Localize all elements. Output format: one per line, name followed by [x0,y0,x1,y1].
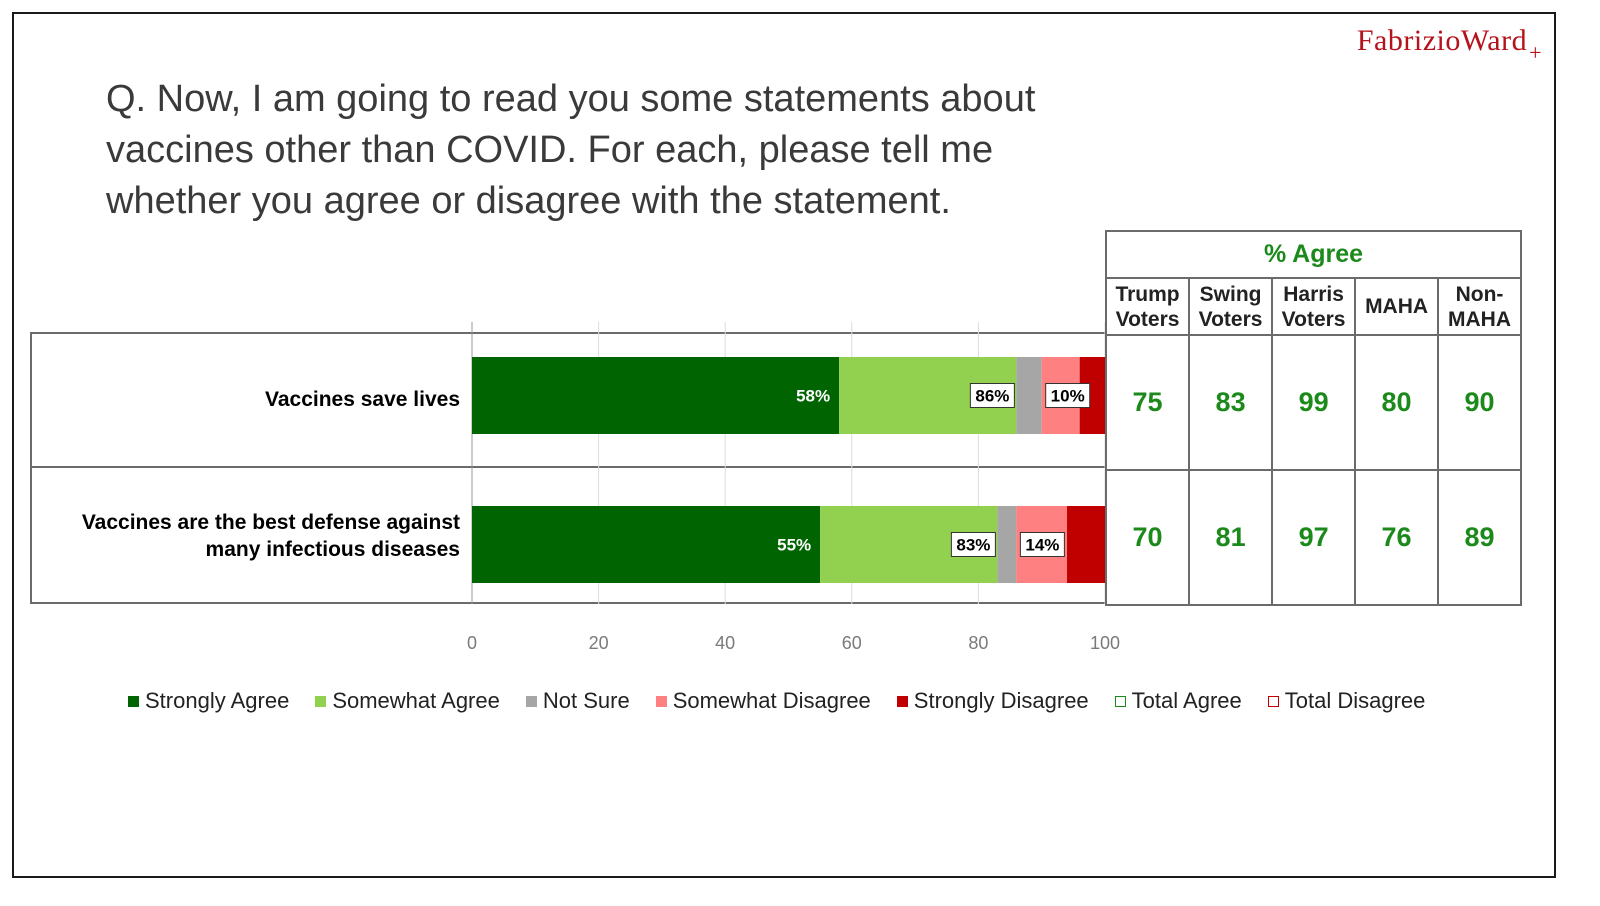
total-disagree-label-1: 14% [1025,536,1059,555]
legend-item-total-disagree: Total Disagree [1267,688,1426,714]
x-tick-label-20: 20 [589,633,609,653]
legend-item-total-agree: Total Agree [1114,688,1242,714]
total-agree-box-1 [950,532,996,557]
total-disagree-box-1 [1019,532,1065,557]
agree-cell-1-3: 76 [1354,469,1440,606]
agree-table: % Agree Trump Voters Swing Voters Harris Vo… [1104,230,1522,606]
x-tick-label-60: 60 [842,633,862,653]
col-head-swing-voters: Swing Voters [1188,277,1274,336]
agree-cell-1-0: 70 [1104,469,1191,606]
row-label-1-line-1: many infectious diseases [205,538,460,561]
chart-legend: Strongly Agree Somewhat Agree Not Sure S… [128,688,1425,714]
agree-cell-0-0: 75 [1104,334,1191,471]
legend-label: Total Disagree [1284,688,1426,713]
legend-swatch-total-agree [1114,695,1126,707]
row-label-0-line-0: Vaccines save lives [265,388,460,411]
x-tick-label-0: 0 [467,633,477,653]
col-head-non-maha: Non- MAHA [1437,277,1522,336]
bar-strongly-disagree-1 [1067,506,1105,583]
col-head-trump-voters: Trump Voters [1104,277,1191,336]
logo-text: FabrizioWard [1356,24,1528,57]
agree-cell-1-2: 97 [1271,469,1357,606]
legend-item-strongly-agree: Strongly Agree [128,688,289,714]
legend-swatch-not-sure [525,695,537,707]
total-agree-label-1: 83% [956,536,990,555]
total-agree-label-0: 86% [975,387,1009,406]
legend-swatch-strongly-agree [128,695,139,707]
agree-cell-1-1: 81 [1188,469,1274,606]
x-tick-label-80: 80 [968,633,988,653]
legend-label: Somewhat Agree [332,688,500,713]
legend-swatch-strongly-disagree [896,695,908,707]
legend-swatch-total-disagree [1267,695,1279,707]
agree-table-title: % Agree [1105,230,1522,279]
legend-label: Somewhat Disagree [672,688,871,713]
total-agree-box-0 [969,383,1015,408]
row-label-0: Vaccines save lives [265,386,460,413]
bar-not-sure-1 [997,506,1017,583]
legend-swatch-somewhat-disagree [655,695,667,707]
bar-not-sure-0 [1016,357,1042,434]
agree-cell-0-1: 83 [1188,334,1274,471]
logo-plus: + [1529,40,1542,65]
bar-strongly-agree-1 [472,506,821,583]
legend-label: Not Sure [542,688,630,713]
total-disagree-label-0: 10% [1051,387,1085,406]
legend-item-somewhat-agree: Somewhat Agree [315,688,500,714]
legend-item-strongly-disagree: Strongly Disagree [896,688,1089,714]
x-tick-label-40: 40 [715,633,735,653]
legend-swatch-somewhat-agree [315,695,327,707]
legend-label: Strongly Disagree [913,688,1089,713]
question-text: Q. Now, I am going to read you some stat… [106,78,1036,222]
agree-cell-1-4: 89 [1437,469,1522,606]
fabrizio-ward-logo: FabrizioWard+ [1356,24,1542,65]
row-label-1: Vaccines are the best defense against ma… [82,509,460,563]
total-disagree-box-0 [1045,383,1091,408]
legend-item-somewhat-disagree: Somewhat Disagree [655,688,871,714]
agree-cell-0-3: 80 [1354,334,1440,471]
strongly-agree-label-1: 55% [777,536,811,555]
slide-frame [12,12,1556,878]
col-head-maha: MAHA [1354,277,1440,336]
bar-strongly-agree-0 [472,357,840,434]
agree-cell-0-2: 99 [1271,334,1357,471]
row-divider [30,466,1106,468]
row-label-1-line-0: Vaccines are the best defense against [81,511,460,534]
col-head-harris-voters: Harris Voters [1271,277,1357,336]
legend-item-not-sure: Not Sure [525,688,630,714]
agree-cell-0-4: 90 [1437,334,1522,471]
x-tick-label-100: 100 [1090,633,1120,653]
chart-box [30,332,1106,604]
legend-label: Total Agree [1131,688,1242,713]
legend-label: Strongly Agree [145,688,290,713]
strongly-agree-label-0: 58% [796,387,830,406]
